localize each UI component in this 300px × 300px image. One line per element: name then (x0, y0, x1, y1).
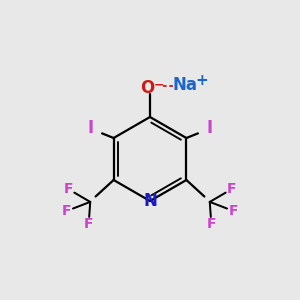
Text: −: − (154, 78, 164, 91)
Text: F: F (64, 182, 74, 196)
Text: F: F (228, 204, 238, 218)
Text: +: + (196, 73, 208, 88)
Text: I: I (87, 119, 93, 137)
Text: N: N (143, 192, 157, 210)
Text: Na: Na (173, 76, 198, 94)
Text: F: F (84, 217, 94, 230)
Text: I: I (207, 119, 213, 137)
Text: O: O (140, 79, 155, 97)
Text: F: F (226, 182, 236, 196)
Text: F: F (206, 217, 216, 230)
Text: F: F (62, 204, 72, 218)
